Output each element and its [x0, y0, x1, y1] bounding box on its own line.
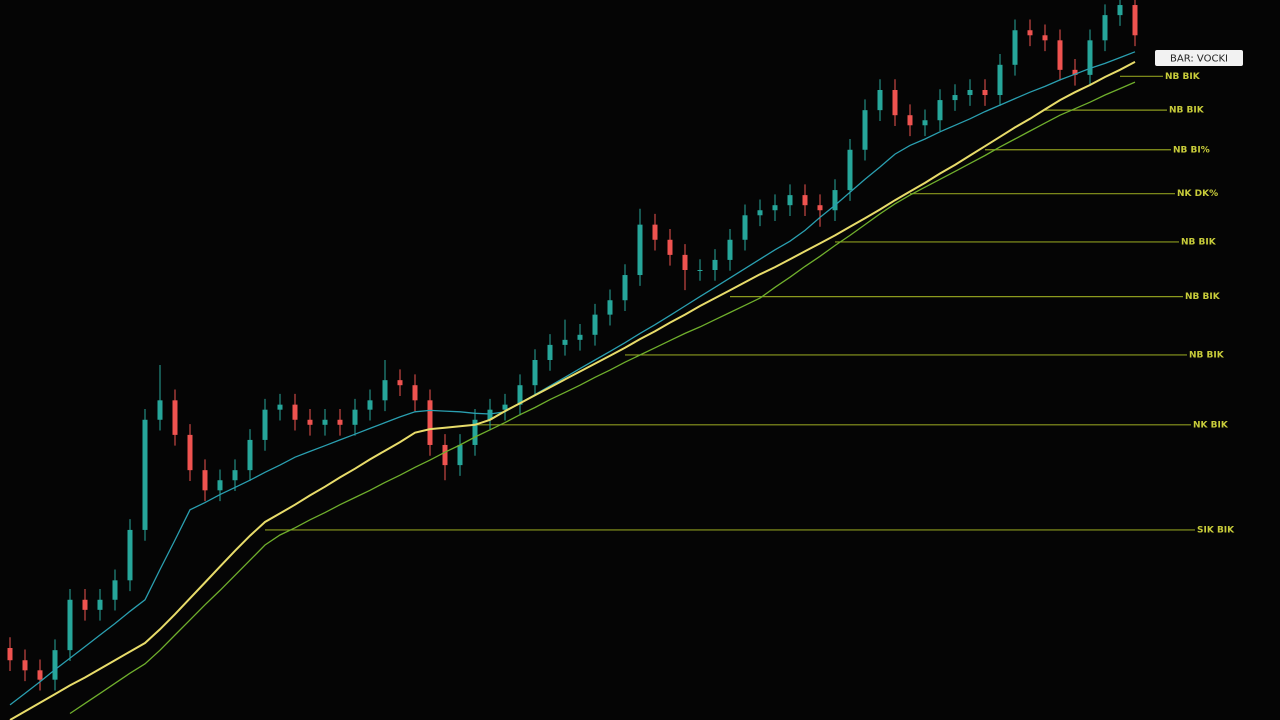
candle-body — [202, 470, 208, 491]
level-label: NB BIK — [1189, 350, 1225, 360]
candle-body — [907, 115, 913, 126]
candle-body — [337, 419, 343, 425]
candle-body — [1057, 40, 1063, 70]
level-label: SIK BIK — [1197, 525, 1235, 535]
candle-body — [1132, 5, 1138, 36]
candle-body — [652, 224, 658, 240]
level-label: NB BIK — [1185, 292, 1221, 302]
candle-body — [682, 254, 688, 270]
candle-body — [472, 419, 478, 445]
candle-body — [772, 205, 778, 211]
candle-body — [382, 380, 388, 401]
candle-body — [22, 660, 28, 671]
candle-body — [292, 404, 298, 420]
candle-body — [817, 205, 823, 211]
candle-body — [487, 409, 493, 420]
candle-body — [787, 195, 793, 206]
candle-body — [307, 419, 313, 425]
candle-body — [922, 120, 928, 126]
candle-body — [577, 334, 583, 340]
candle-body — [142, 419, 148, 530]
candle-body — [697, 270, 703, 271]
candle-body — [367, 400, 373, 410]
candle-body — [1072, 69, 1078, 75]
candle-body — [217, 480, 223, 491]
candle-body — [187, 434, 193, 471]
candle-body — [502, 404, 508, 410]
candle-body — [352, 409, 358, 425]
candle-body — [247, 439, 253, 471]
candle-body — [112, 580, 118, 600]
level-label: NB BI% — [1173, 145, 1210, 155]
candle-body — [232, 470, 238, 481]
candle-body — [517, 385, 523, 405]
level-label: NK DK% — [1177, 189, 1218, 199]
candle-body — [127, 529, 133, 581]
candle-body — [457, 444, 463, 466]
candle-body — [667, 239, 673, 255]
candle-body — [442, 444, 448, 466]
candle-body — [892, 90, 898, 116]
candle-body — [1042, 35, 1048, 41]
moving-average — [69, 81, 1136, 715]
candle-body — [67, 599, 73, 651]
moving-average — [9, 61, 1136, 720]
candle-body — [622, 275, 628, 301]
candle-body — [1012, 30, 1018, 65]
candle-body — [37, 670, 43, 680]
candle-body — [157, 400, 163, 420]
candle-body — [727, 239, 733, 260]
level-label: NB BIK — [1169, 106, 1205, 116]
candle-body — [7, 648, 13, 661]
candle-body — [427, 400, 433, 445]
candle-body — [412, 385, 418, 401]
candle-body — [592, 314, 598, 335]
tag-box — [1155, 50, 1243, 66]
candle-body — [82, 599, 88, 610]
candle-body — [712, 259, 718, 270]
candle-body — [997, 64, 1003, 96]
candle-body — [952, 95, 958, 101]
candle-body — [262, 409, 268, 440]
candle-body — [862, 110, 868, 150]
candle-body — [562, 339, 568, 345]
level-label: NK BIK — [1193, 420, 1229, 430]
candle-body — [97, 599, 103, 610]
candle-body — [547, 344, 553, 360]
candle-body — [742, 215, 748, 240]
moving-average — [9, 51, 1136, 706]
candle-body — [877, 90, 883, 111]
candle-body — [937, 100, 943, 121]
candle-body — [277, 404, 283, 410]
candle-body — [757, 210, 763, 216]
candle-body — [172, 400, 178, 435]
candle-body — [322, 419, 328, 425]
candle-body — [52, 650, 58, 680]
candle-body — [847, 149, 853, 191]
candle-body — [832, 190, 838, 211]
candle-body — [607, 300, 613, 315]
level-label: NB BIK — [1181, 237, 1217, 247]
level-label: NB BIK — [1165, 72, 1201, 82]
candle-body — [1087, 40, 1093, 75]
candle-body — [967, 90, 973, 96]
candle-body — [1102, 15, 1108, 41]
candle-body — [1027, 30, 1033, 36]
tag-label: BAR: VOCKI — [1170, 54, 1228, 65]
candle-body — [637, 224, 643, 276]
candle-body — [1117, 5, 1123, 16]
candle-body — [532, 360, 538, 386]
candle-body — [397, 380, 403, 386]
candle-body — [982, 90, 988, 96]
candle-body — [802, 195, 808, 206]
